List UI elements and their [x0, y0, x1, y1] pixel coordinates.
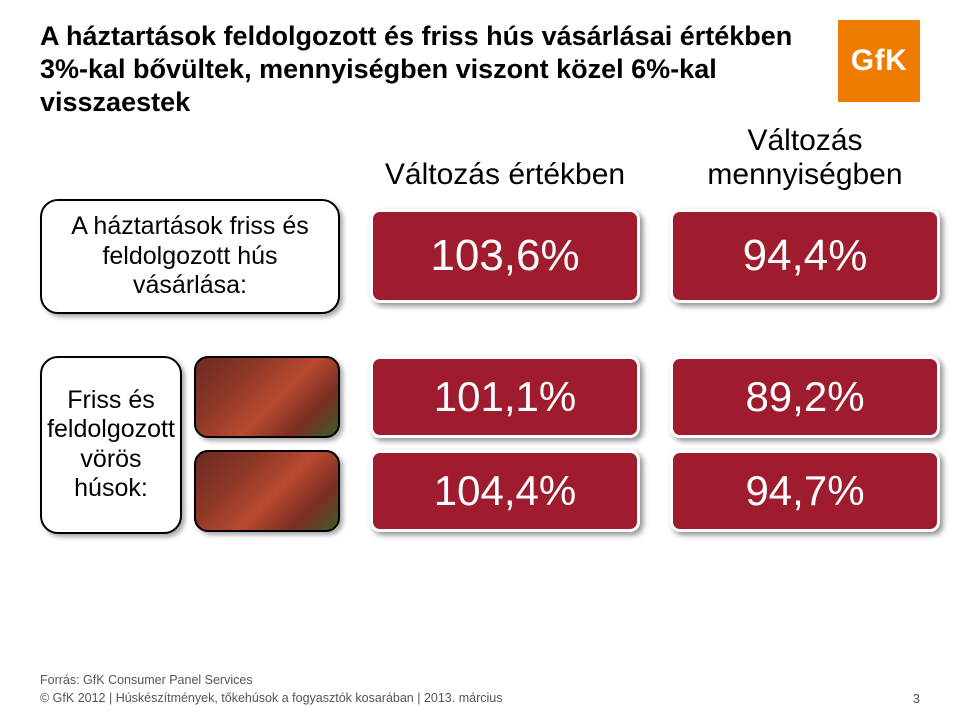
meat-image-bottom — [194, 450, 340, 532]
row2-volume-stack: 89,2% 94,7% — [670, 356, 940, 534]
row2-image-stack — [194, 356, 340, 534]
row2-label: Friss és feldolgozott vörös húsok: — [40, 356, 182, 534]
slide-title: A háztartások feldolgozott és friss hús … — [40, 20, 826, 119]
table-section-2: Friss és feldolgozott vörös húsok: 101,1… — [40, 356, 920, 534]
row2-value-stack: 101,1% 104,4% — [370, 356, 640, 534]
table-section-1: Változás értékben Változás mennyiségben … — [40, 119, 920, 314]
row2-volume-bottom: 94,7% — [670, 450, 940, 532]
row1-volume: 94,4% — [670, 209, 940, 303]
gfk-logo: GfK — [838, 20, 920, 102]
row1-label: A háztartások friss és feldolgozott hús … — [40, 199, 340, 314]
footer-line2: © GfK 2012 | Húskészítmények, tőkehúsok … — [40, 691, 920, 706]
row1-value: 103,6% — [370, 209, 640, 303]
page-number: 3 — [913, 691, 920, 706]
col-header-value: Változás értékben — [370, 119, 640, 199]
row2-value-top: 101,1% — [370, 356, 640, 438]
meat-image-top — [194, 356, 340, 438]
header-row: A háztartások feldolgozott és friss hús … — [40, 20, 920, 119]
footer-source: Forrás: GfK Consumer Panel Services — [40, 673, 920, 687]
col-header-volume: Változás mennyiségben — [670, 119, 940, 199]
slide: A háztartások feldolgozott és friss hús … — [0, 0, 960, 724]
footer: Forrás: GfK Consumer Panel Services © Gf… — [40, 673, 920, 706]
footer-copyright: © GfK 2012 | Húskészítmények, tőkehúsok … — [40, 691, 502, 706]
spacer — [40, 119, 340, 199]
row2-value-bottom: 104,4% — [370, 450, 640, 532]
row2-volume-top: 89,2% — [670, 356, 940, 438]
row2-left: Friss és feldolgozott vörös húsok: — [40, 356, 340, 534]
gfk-logo-text: GfK — [851, 44, 908, 78]
